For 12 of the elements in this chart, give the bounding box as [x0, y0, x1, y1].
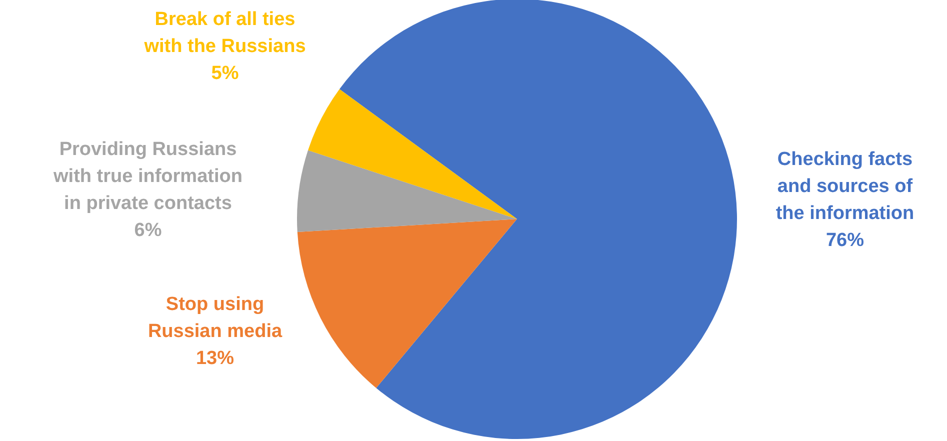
pie-slice [297, 219, 517, 388]
data-label: 5% [211, 63, 239, 84]
slice-label: Providing Russians with true information in private contacts [52, 139, 242, 214]
data-label: 76% [826, 230, 864, 251]
data-label: 13% [196, 348, 234, 369]
data-label: 6% [134, 220, 162, 241]
pie-slice [339, 0, 737, 439]
slice-label: Checking facts and sources of the information [776, 149, 914, 224]
slice-label: Stop using Russian media [148, 294, 282, 342]
slice-label: Break of all ties with the Russians [143, 9, 306, 57]
pie-slice [308, 89, 517, 219]
pie-slice [297, 150, 517, 232]
